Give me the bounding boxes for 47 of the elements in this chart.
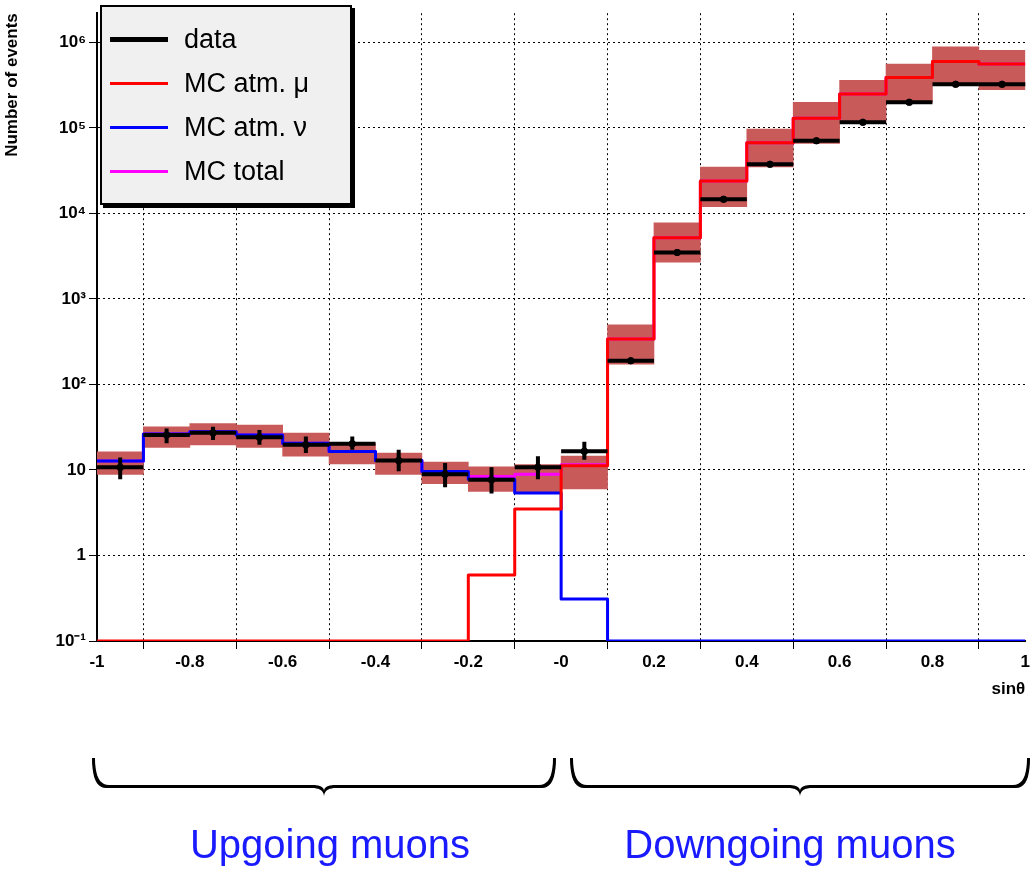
x-tick-label: 0.6 (827, 651, 852, 671)
point (720, 195, 728, 203)
point (627, 357, 635, 365)
point (395, 457, 403, 465)
point (116, 463, 124, 471)
point (952, 80, 960, 88)
y-tick-label: 10⁴ (58, 203, 86, 223)
x-tick-label: -0.4 (360, 651, 391, 671)
legend-label: MC atm. μ (184, 67, 310, 99)
y-tick-label: 10³ (61, 288, 87, 308)
legend-label: MC total (184, 155, 285, 187)
point (534, 463, 542, 471)
legend-label: MC atm. ν (184, 111, 308, 143)
x-tick-label: -0.2 (453, 651, 483, 671)
x-tick-label: -0.8 (175, 651, 205, 671)
y-tick-label: 10⁶ (59, 32, 86, 52)
point (348, 440, 356, 448)
y-tick-label: 10⁵ (59, 117, 86, 137)
point (441, 470, 449, 478)
point (302, 441, 310, 449)
x-tick-label: -1 (89, 651, 105, 671)
x-tick-label: 0.8 (920, 651, 945, 671)
y-tick-label: 10 (67, 459, 86, 479)
y-tick-label: 1 (76, 545, 86, 565)
x-tick-label: 1 (1020, 651, 1031, 671)
point (580, 447, 588, 455)
text: Upgoing muons (188, 822, 472, 867)
point (998, 80, 1006, 88)
point (673, 248, 681, 256)
x-tick-label: -0 (553, 651, 569, 671)
y-axis-title: Number of events (1, 13, 21, 157)
point (163, 431, 171, 439)
point (209, 429, 217, 437)
x-axis-title: sinθ (991, 679, 1026, 699)
x-tick-label: -0.6 (268, 651, 298, 671)
y-tick-label: 10² (61, 374, 87, 394)
x-tick-label: 0.2 (642, 651, 666, 671)
y-tick-label: 10⁻¹ (55, 630, 87, 650)
point (255, 433, 263, 441)
point (905, 98, 913, 106)
x-tick-label: 0.4 (734, 651, 760, 671)
point (488, 476, 496, 484)
legend-label: data (184, 23, 237, 55)
point (859, 118, 867, 126)
point (766, 160, 774, 168)
text: Downgoing muons (623, 822, 957, 867)
point (812, 137, 820, 145)
